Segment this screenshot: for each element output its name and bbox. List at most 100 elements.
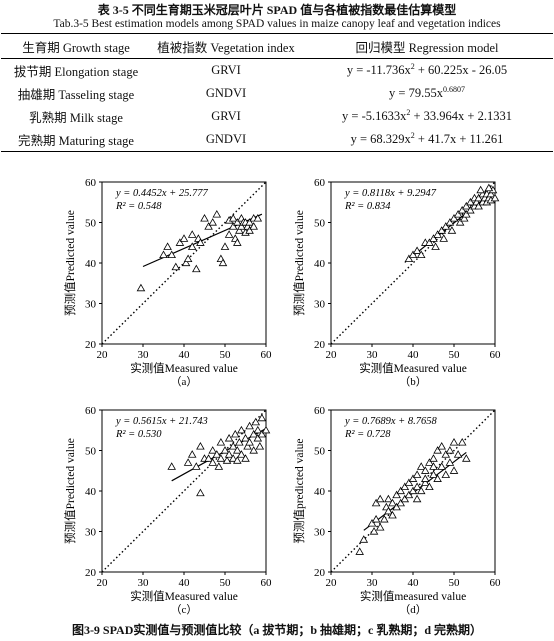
data-point xyxy=(235,226,244,234)
one-to-one-line xyxy=(330,409,496,573)
scatter-panel-b: 20 30 40 50 60 20 30 40 50 60 y = 0.8118x + 9.2947… xyxy=(293,177,501,388)
panel-label: （c） xyxy=(171,603,198,616)
data-point xyxy=(253,433,263,442)
x-axis-label: 实测值Measured value xyxy=(130,589,238,603)
table-row: 完熟期 Maturing stage GNDVI y = 68.329x2 + 41… xyxy=(1,128,553,152)
data-point xyxy=(192,462,201,470)
data-point xyxy=(175,238,185,246)
x-tick-label: 60 xyxy=(261,577,273,589)
data-point xyxy=(253,214,263,222)
data-point xyxy=(404,254,414,263)
x-tick-label: 40 xyxy=(179,577,191,589)
data-point xyxy=(228,454,238,462)
y-axis-label: 预测值Predicted value xyxy=(293,210,306,316)
y-tick-label: 50 xyxy=(85,218,97,230)
data-point xyxy=(408,250,418,258)
data-point xyxy=(466,205,475,214)
x-tick-label: 30 xyxy=(367,577,379,589)
cell-growth-stage: 抽雄期 Tasseling stage xyxy=(17,88,135,102)
data-point xyxy=(445,446,455,454)
x-tick-label: 20 xyxy=(326,349,338,361)
data-point xyxy=(183,254,193,263)
data-point xyxy=(416,250,426,258)
data-point xyxy=(212,450,222,458)
data-point xyxy=(369,527,379,535)
x-tick-label: 20 xyxy=(97,577,109,589)
y-tick-label: 20 xyxy=(314,567,326,579)
data-point xyxy=(237,222,246,230)
regression-equation: y = 0.4452x + 25.777 xyxy=(115,188,208,199)
data-point xyxy=(251,417,261,426)
data-point xyxy=(474,193,483,202)
data-point xyxy=(449,437,459,446)
x-tick-label: 30 xyxy=(138,577,150,589)
y-tick-label: 20 xyxy=(85,339,97,351)
data-point xyxy=(439,234,449,242)
data-point xyxy=(380,514,389,523)
data-point xyxy=(412,494,422,503)
x-axis-label: 实测值Measured value xyxy=(359,361,467,375)
x-tick-label: 50 xyxy=(449,577,461,589)
data-point xyxy=(455,218,465,226)
data-point xyxy=(245,437,254,446)
r-squared-label: R² = 0.728 xyxy=(344,429,391,440)
data-point xyxy=(208,218,217,226)
data-point xyxy=(412,482,422,491)
data-point xyxy=(388,510,397,519)
data-point xyxy=(228,222,238,230)
data-point xyxy=(200,214,209,222)
table-area: 表 3-5 不同生育期玉米冠层叶片 SPAD 值与各植被指数最佳估算模型 Tab… xyxy=(0,0,554,152)
table-body: 拔节期 Elongation stage GRVI y = -11.736x2 + … xyxy=(1,59,553,152)
data-point xyxy=(476,185,485,194)
y-tick-label: 30 xyxy=(314,299,326,311)
data-point xyxy=(433,474,442,482)
data-point xyxy=(163,242,172,250)
data-point xyxy=(359,535,369,543)
data-point xyxy=(183,458,193,466)
data-point xyxy=(425,458,434,466)
data-point xyxy=(235,437,244,446)
x-tick-label: 20 xyxy=(97,349,109,361)
data-point xyxy=(220,242,230,250)
data-point xyxy=(159,250,168,258)
data-point xyxy=(179,234,189,242)
data-point xyxy=(233,218,242,226)
y-tick-label: 20 xyxy=(314,339,326,351)
data-point xyxy=(233,456,242,464)
data-point xyxy=(257,429,267,438)
x-tick-label: 60 xyxy=(490,349,502,361)
table-row: 乳熟期 Milk stage GRVI y = -5.1633x2 + 33.964… xyxy=(1,105,553,128)
y-axis-label: 预测值Predicted value xyxy=(64,438,77,544)
x-tick-label: 50 xyxy=(220,577,232,589)
y-axis-label: 预测值predicted value xyxy=(293,438,306,543)
data-point xyxy=(216,454,226,462)
data-point xyxy=(400,482,410,491)
data-point xyxy=(208,446,217,454)
data-point xyxy=(392,502,401,511)
data-point xyxy=(233,238,242,246)
table-caption-cn: 表 3-5 不同生育期玉米冠层叶片 SPAD 值与各植被指数最佳估算模型 xyxy=(97,3,457,17)
x-tick-label: 60 xyxy=(261,349,273,361)
cell-vegetation-index: GNDVI xyxy=(205,86,247,100)
data-point xyxy=(404,490,414,499)
y-tick-label: 50 xyxy=(314,446,326,458)
data-point xyxy=(429,454,438,462)
data-point xyxy=(355,547,364,555)
data-point xyxy=(136,283,146,292)
data-point xyxy=(204,454,213,462)
data-point xyxy=(212,209,222,218)
data-point xyxy=(425,238,434,246)
data-point xyxy=(384,506,393,515)
data-point xyxy=(233,446,242,454)
data-point xyxy=(228,442,238,450)
header-vegetation-index: 植被指数 Vegetation index xyxy=(157,40,295,55)
data-point xyxy=(187,242,197,250)
x-tick-label: 20 xyxy=(326,577,338,589)
data-point xyxy=(245,226,254,234)
data-point xyxy=(196,442,205,450)
cell-vegetation-index: GRVI xyxy=(211,109,241,123)
table-row: 抽雄期 Tasseling stage GNDVI y = 79.55x0.6807 xyxy=(1,82,553,105)
data-point xyxy=(404,478,414,487)
data-point xyxy=(462,209,471,218)
